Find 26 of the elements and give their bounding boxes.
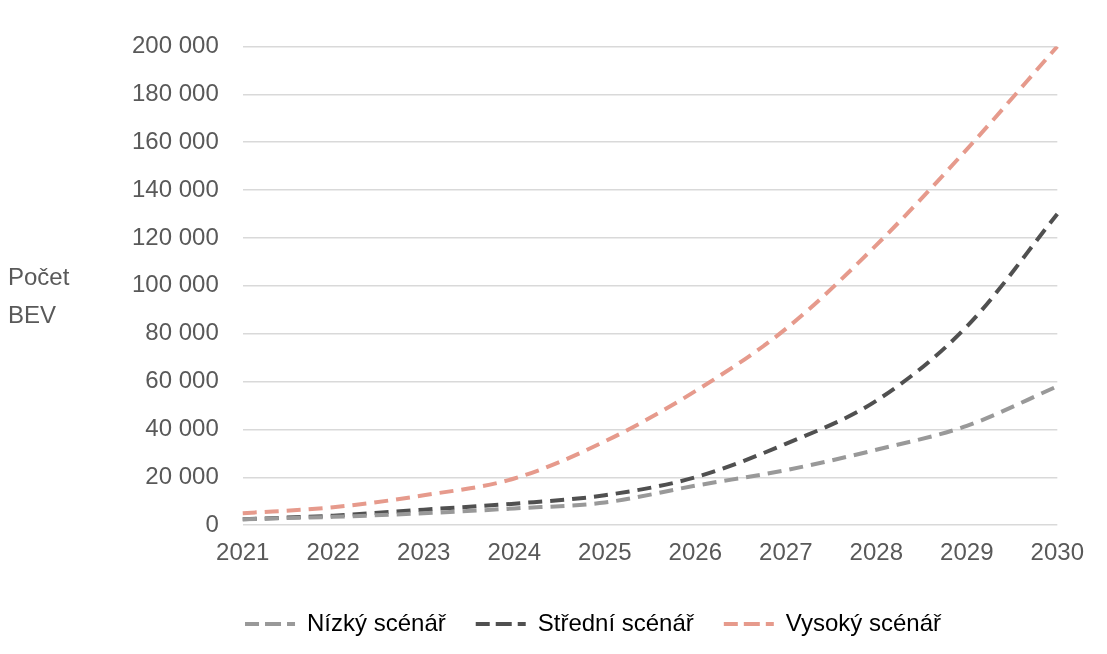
y-tick-label: 120 000 [131, 222, 219, 250]
x-tick-label: 2022 [306, 538, 360, 566]
y-tick-label: 160 000 [131, 126, 219, 154]
legend-label: Nízký scénář [307, 608, 447, 636]
y-tick-label: 200 000 [131, 31, 219, 59]
x-tick-label: 2029 [940, 538, 994, 566]
y-tick-label: 100 000 [131, 270, 219, 298]
legend-label: Vysoký scénář [785, 608, 942, 636]
y-tick-label: 60 000 [145, 366, 219, 394]
y-tick-label: 20 000 [145, 461, 219, 489]
y-tick-label: 140 000 [131, 174, 219, 202]
x-tick-label: 2024 [487, 538, 541, 566]
legend-label: Střední scénář [537, 608, 695, 636]
x-tick-label: 2023 [397, 538, 451, 566]
y-tick-label: 180 000 [131, 78, 219, 106]
line-series [240, 46, 1060, 516]
x-tick-label: 2021 [216, 538, 270, 566]
x-tick-label: 2030 [1030, 538, 1084, 566]
x-tick-label: 2027 [759, 538, 813, 566]
y-tick-label: 0 [205, 509, 219, 537]
x-tick-label: 2026 [668, 538, 722, 566]
x-tick-label: 2028 [849, 538, 903, 566]
y-tick-label: 40 000 [145, 414, 219, 442]
y-axis-title: Počet BEV [8, 262, 71, 330]
y-tick-label: 80 000 [145, 318, 219, 346]
x-tick-label: 2025 [578, 538, 632, 566]
